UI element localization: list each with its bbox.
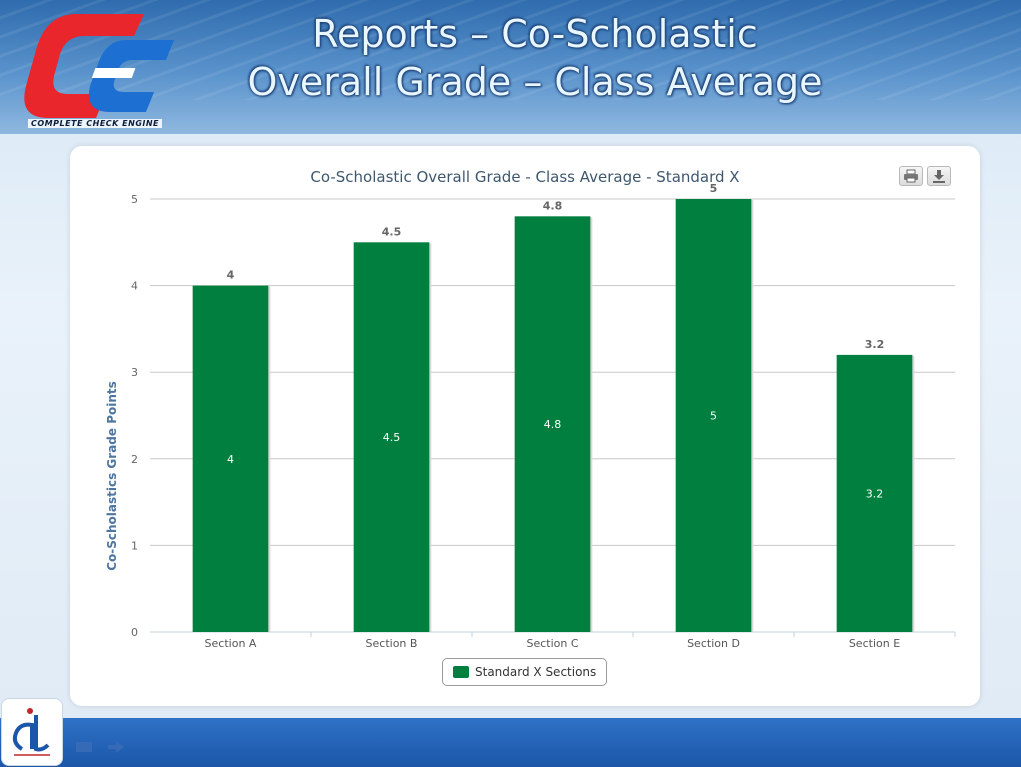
x-axis-ticks: Section A Section B Section C Section D Sect… bbox=[205, 632, 956, 650]
header-banner: Complete Check Engine Reports – Co-Schol… bbox=[0, 0, 1021, 134]
bar-data-label-top: 4.5 bbox=[382, 225, 402, 238]
x-tick-label: Section C bbox=[526, 637, 578, 650]
y-tick-label: 0 bbox=[131, 626, 138, 639]
bar[interactable] bbox=[836, 354, 913, 632]
bars: 4 4 4.5 4.5 4.8 4.8 5 5 3.2 3.2 bbox=[192, 182, 915, 633]
chart-legend[interactable]: Standard X Sections bbox=[442, 658, 608, 686]
download-icon[interactable] bbox=[927, 166, 951, 186]
title-line-1: Reports – Co-Scholastic bbox=[312, 12, 758, 56]
bar-data-label-inside: 5 bbox=[710, 410, 717, 423]
logo-caption: Complete Check Engine bbox=[28, 119, 163, 128]
bar-data-label-inside: 4.5 bbox=[383, 431, 401, 444]
y-axis-label: Co-Scholastics Grade Points bbox=[105, 381, 119, 571]
title-line-2: Overall Grade – Class Average bbox=[247, 60, 823, 104]
page-title: Reports – Co-Scholastic Overall Grade – … bbox=[180, 10, 890, 106]
bar-data-label-top: 4.8 bbox=[543, 199, 563, 212]
y-tick-label: 3 bbox=[131, 366, 138, 379]
bar[interactable] bbox=[192, 285, 269, 632]
y-tick-label: 4 bbox=[131, 280, 138, 293]
bar-chart: Co-Scholastic Overall Grade - Class Aver… bbox=[105, 168, 956, 650]
y-tick-label: 1 bbox=[131, 539, 138, 552]
bar[interactable] bbox=[353, 242, 430, 633]
legend-swatch bbox=[453, 666, 469, 678]
bar-data-label-inside: 4 bbox=[227, 453, 234, 466]
bar-data-label-inside: 4.8 bbox=[544, 418, 562, 431]
chart-card: Co-Scholastic Overall Grade - Class Aver… bbox=[70, 146, 980, 706]
y-tick-label: 2 bbox=[131, 453, 138, 466]
cce-logo bbox=[24, 14, 174, 118]
bar-data-label-inside: 3.2 bbox=[866, 487, 884, 500]
x-tick-label: Section B bbox=[366, 637, 418, 650]
x-tick-label: Section A bbox=[205, 637, 257, 650]
x-tick-label: Section E bbox=[849, 637, 900, 650]
bar-data-label-top: 4 bbox=[227, 269, 235, 282]
y-axis-ticks: 0 1 2 3 4 5 bbox=[131, 193, 138, 639]
next-arrow-icon[interactable] bbox=[108, 741, 124, 753]
chart-title: Co-Scholastic Overall Grade - Class Aver… bbox=[310, 168, 739, 186]
y-tick-label: 5 bbox=[131, 193, 138, 206]
footer-logo bbox=[1, 698, 63, 766]
x-tick-label: Section D bbox=[687, 637, 740, 650]
printer-icon[interactable] bbox=[899, 166, 923, 186]
legend-label: Standard X Sections bbox=[475, 665, 597, 679]
bar[interactable] bbox=[514, 216, 591, 632]
bar[interactable] bbox=[675, 199, 752, 632]
footer-bar bbox=[0, 718, 1021, 767]
bar-data-label-top: 5 bbox=[710, 182, 718, 195]
menu-icon[interactable] bbox=[76, 741, 92, 753]
bar-data-label-top: 3.2 bbox=[865, 338, 885, 351]
